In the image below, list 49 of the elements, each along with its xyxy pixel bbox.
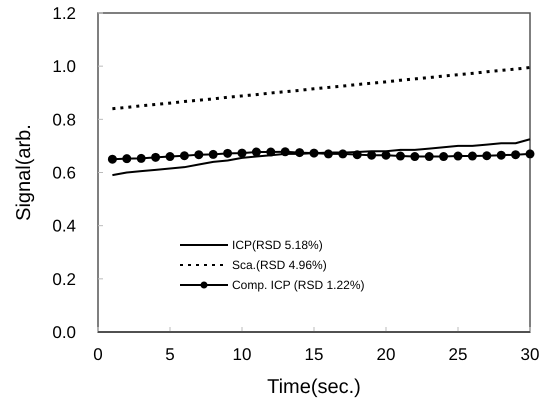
point (208, 150, 218, 159)
point (324, 149, 333, 158)
x-tick-label: 30 (520, 345, 540, 364)
point (151, 152, 160, 162)
x-tick-label: 15 (304, 345, 324, 364)
x-axis-title: Time(sec.) (267, 376, 361, 398)
point (180, 151, 189, 160)
y-tick-label: 0.6 (52, 164, 76, 182)
legend-label: Sca.(RSD 4.96%) (232, 258, 327, 272)
legend-label: ICP(RSD 5.18%) (232, 238, 323, 252)
point (166, 152, 174, 162)
point (526, 149, 534, 158)
point (266, 148, 276, 157)
point (122, 154, 132, 164)
point (439, 152, 448, 162)
x-tick-label: 20 (376, 345, 396, 364)
point (295, 148, 304, 158)
point (424, 152, 434, 162)
x-tick-label: 10 (232, 345, 252, 364)
y-tick-label: 0.4 (52, 216, 76, 236)
point (454, 152, 462, 161)
point (310, 148, 318, 158)
point (108, 154, 117, 164)
line-series (111, 138, 531, 176)
point (410, 152, 420, 162)
y-tick-label: 0.8 (52, 110, 76, 130)
point (338, 149, 348, 158)
x-tick-label: 25 (448, 345, 468, 364)
point (238, 148, 246, 158)
point (194, 150, 204, 160)
point (280, 147, 290, 156)
x-tick-label: 0 (93, 345, 103, 364)
y-tick-label: 1.2 (52, 4, 76, 23)
x-tick-label: 5 (165, 345, 175, 364)
y-tick-label: 0.0 (52, 323, 76, 342)
point (482, 151, 492, 160)
point (223, 148, 232, 158)
line-series (110, 66, 532, 110)
point (252, 148, 261, 157)
point (396, 152, 405, 161)
y-axis-title: Signal(arb. (13, 124, 35, 221)
point (352, 150, 362, 160)
y-tick-label: 1.0 (52, 57, 76, 76)
point (496, 150, 506, 160)
y-tick-label: 0.2 (52, 270, 76, 289)
legend-label: Comp. ICP (RSD 1.22%) (232, 278, 364, 292)
point (136, 154, 146, 163)
point (468, 152, 477, 161)
point (511, 150, 520, 160)
